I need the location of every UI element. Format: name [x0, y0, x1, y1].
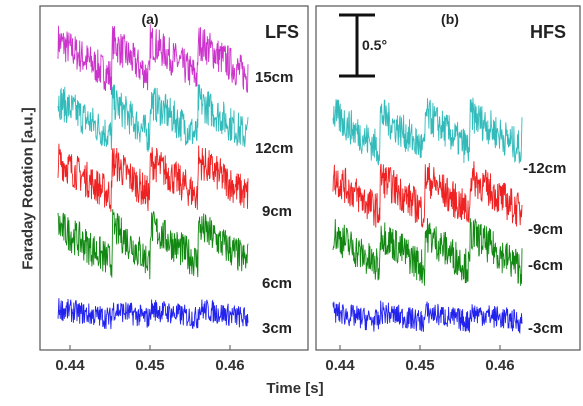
trace-6cm	[57, 209, 249, 280]
x-tick-label-a-1: 0.45	[135, 357, 164, 374]
panel-a-traces	[57, 24, 249, 330]
trace-m12cm	[332, 97, 523, 166]
series-label-m3cm: -3cm	[528, 320, 563, 337]
trace-9cm	[57, 143, 249, 212]
panel-a-frame	[39, 5, 309, 351]
trace-12cm	[57, 84, 249, 152]
series-label-9cm: 9cm	[262, 203, 292, 220]
panel-b-side-label: HFS	[530, 22, 566, 42]
x-ticks-a	[69, 345, 231, 350]
panel-b-frame	[315, 5, 581, 351]
trace-3cm	[57, 298, 249, 330]
panel-b-traces	[332, 97, 523, 335]
series-label-6cm: 6cm	[262, 275, 292, 292]
trace-m9cm	[332, 161, 523, 228]
trace-15cm	[57, 24, 249, 95]
panel-b-label: (b)	[441, 11, 459, 27]
scale-bar	[339, 13, 375, 78]
series-label-m12cm: -12cm	[523, 160, 566, 177]
series-label-m9cm: -9cm	[528, 221, 563, 238]
scale-bar-label: 0.5°	[362, 37, 387, 53]
x-tick-label-a-2: 0.46	[215, 357, 244, 374]
x-ticks-b	[339, 345, 501, 350]
x-tick-label-b-2: 0.46	[485, 357, 514, 374]
x-tick-label-b-1: 0.45	[405, 357, 434, 374]
x-tick-label-b-0: 0.44	[325, 357, 355, 374]
trace-m6cm	[332, 218, 523, 286]
panel-a-side-label: LFS	[265, 22, 299, 42]
panel-a-label: (a)	[141, 11, 158, 27]
series-label-12cm: 12cm	[255, 140, 293, 157]
y-axis-label: Faraday Rotation [a.u.]	[19, 107, 37, 270]
series-label-15cm: 15cm	[255, 69, 293, 86]
series-label-m6cm: -6cm	[528, 257, 563, 274]
trace-m3cm	[332, 300, 523, 335]
series-label-3cm: 3cm	[262, 320, 292, 337]
x-axis-label: Time [s]	[266, 380, 324, 397]
x-tick-label-a-0: 0.44	[55, 357, 85, 374]
